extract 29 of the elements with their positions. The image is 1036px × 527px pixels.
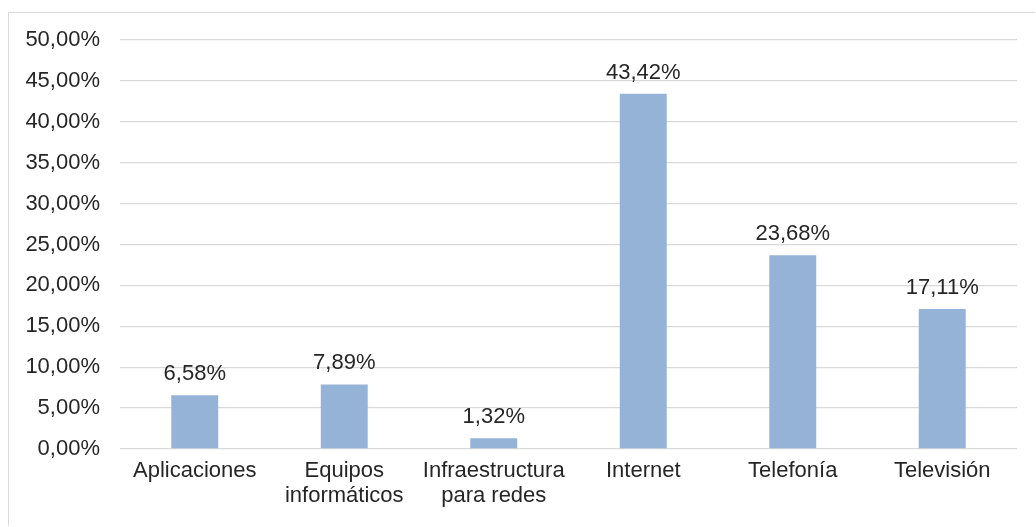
data-label: 7,89% (313, 349, 376, 375)
y-tick-label: 35,00% (25, 148, 100, 174)
x-tick-label: Telefonía (748, 457, 839, 483)
y-tick-label: 40,00% (25, 107, 100, 133)
x-tick-label: Aplicaciones (132, 457, 257, 483)
y-tick-label: 20,00% (25, 271, 100, 297)
x-tick-label: Televisión (893, 457, 991, 483)
x-tick-label: Equipos informáticos (284, 457, 404, 508)
y-tick-label: 25,00% (25, 230, 100, 256)
x-tick-label: Internet (605, 457, 681, 483)
bar (619, 93, 667, 449)
bar (769, 255, 817, 449)
bar (918, 309, 966, 449)
data-label: 1,32% (462, 403, 525, 429)
bar (320, 384, 368, 449)
y-tick-label: 50,00% (25, 26, 100, 52)
data-label: 6,58% (163, 360, 226, 386)
y-tick-label: 45,00% (25, 66, 100, 92)
data-label: 23,68% (755, 220, 831, 246)
y-tick-label: 15,00% (25, 312, 100, 338)
bar (171, 395, 219, 449)
data-label: 17,11% (905, 274, 979, 300)
y-tick-label: 0,00% (37, 435, 100, 461)
bar (470, 438, 518, 449)
data-label: 43,42% (605, 58, 681, 84)
y-tick-label: 30,00% (25, 189, 100, 215)
y-tick-label: 5,00% (37, 394, 100, 420)
y-tick-label: 10,00% (25, 353, 100, 379)
x-tick-label: Infraestructura para redes (422, 457, 566, 508)
